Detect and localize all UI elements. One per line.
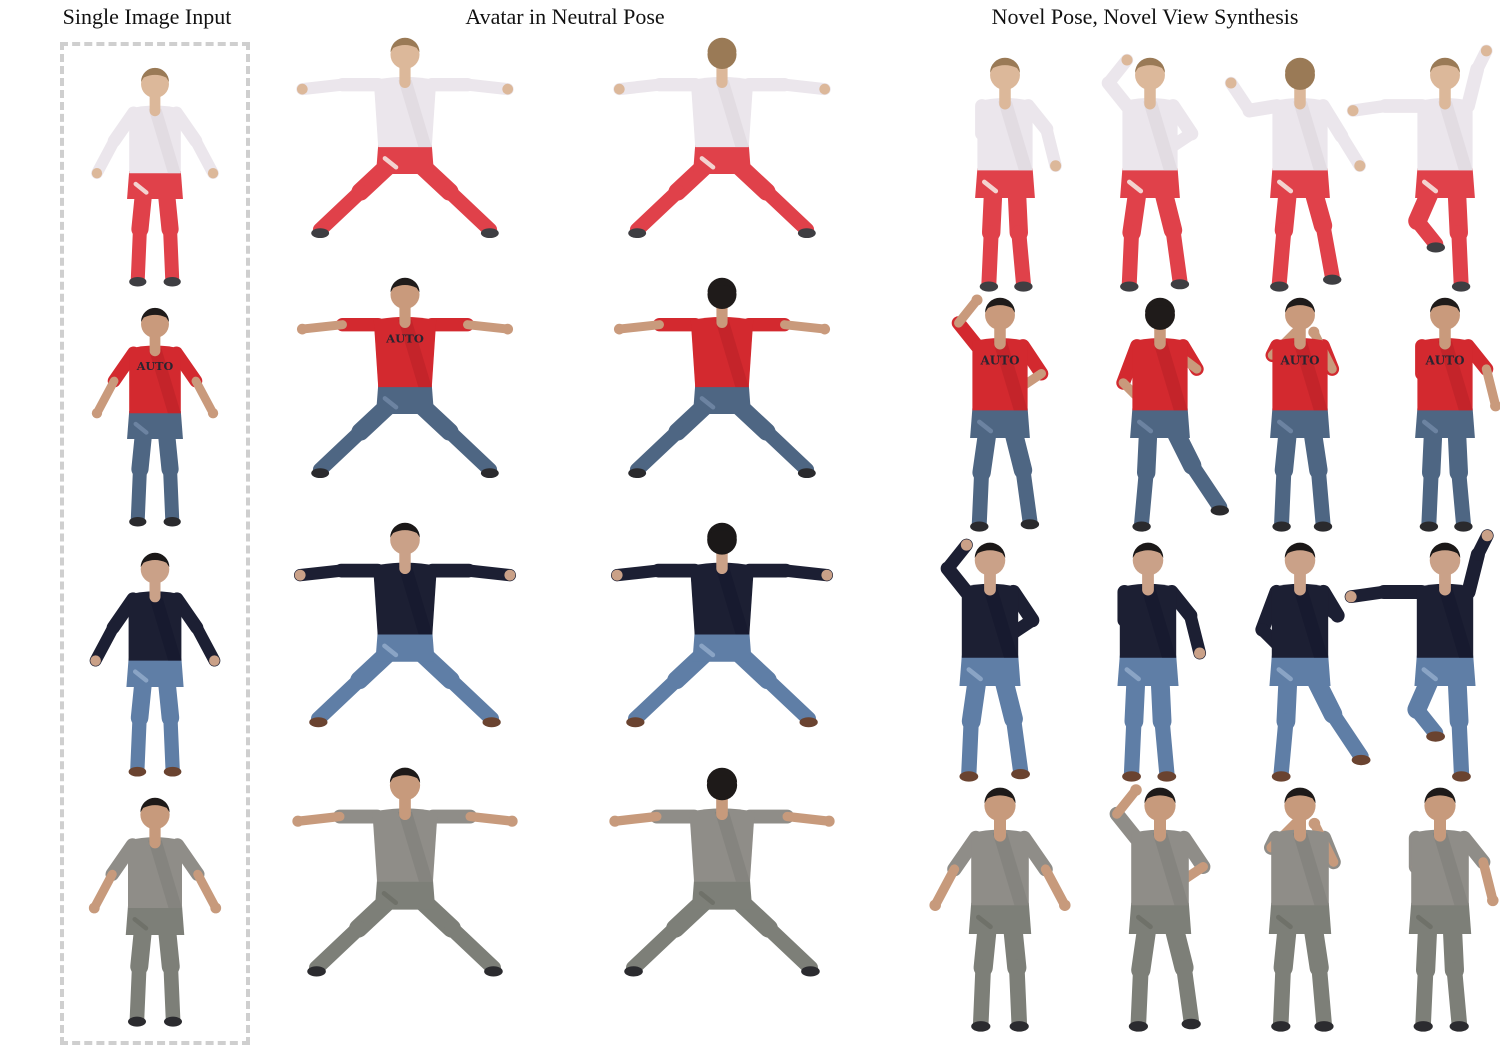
subject-2-novel-2 [1116, 297, 1230, 532]
input-image-frame [60, 42, 250, 1045]
single-image-input-header: Single Image Input [62, 4, 232, 29]
svg-text:AUTO: AUTO [136, 360, 174, 373]
subject-4-novel-3 [1263, 787, 1341, 1032]
subject-4-novel-2 [1109, 784, 1211, 1032]
subject-2-neutral-front: AUTO [296, 277, 514, 479]
subject-1-novel-3 [1224, 57, 1367, 292]
subject-3-novel-4 [1344, 529, 1494, 782]
subject-2-novel-3: AUTO [1265, 297, 1340, 532]
subject-1-neutral-front [296, 37, 514, 239]
subject-2-novel-4: AUTO [1415, 297, 1500, 532]
subject-3-neutral-back [610, 522, 834, 728]
subject-1-novel-1 [975, 57, 1062, 292]
subject-4-novel-1 [929, 787, 1071, 1032]
subject-1-input [91, 67, 219, 287]
subject-4-neutral-back [609, 767, 835, 977]
svg-text:AUTO: AUTO [385, 332, 424, 346]
subject-2-input: AUTO [91, 307, 219, 527]
subject-1-novel-4 [1346, 44, 1493, 292]
novel-pose-header: Novel Pose, Novel View Synthesis [991, 4, 1299, 29]
subject-1-novel-2 [1101, 53, 1199, 292]
subject-4-input [88, 797, 222, 1027]
neutral-pose-header: Avatar in Neutral Pose [465, 4, 665, 29]
subject-1-neutral-back [613, 37, 831, 239]
subject-3-novel-1 [940, 538, 1040, 782]
svg-text:AUTO: AUTO [1424, 353, 1464, 367]
subject-4-neutral-front [292, 767, 518, 977]
subject-2-neutral-back [613, 277, 831, 479]
subject-3-novel-3 [1255, 542, 1371, 782]
subject-3-input [89, 552, 221, 777]
svg-text:AUTO: AUTO [1279, 353, 1319, 367]
subject-4-novel-4 [1408, 787, 1499, 1032]
svg-text:AUTO: AUTO [979, 353, 1019, 367]
subject-3-neutral-front [293, 522, 517, 728]
subject-3-novel-2 [1117, 542, 1207, 782]
subject-2-novel-1: AUTO [951, 294, 1049, 532]
